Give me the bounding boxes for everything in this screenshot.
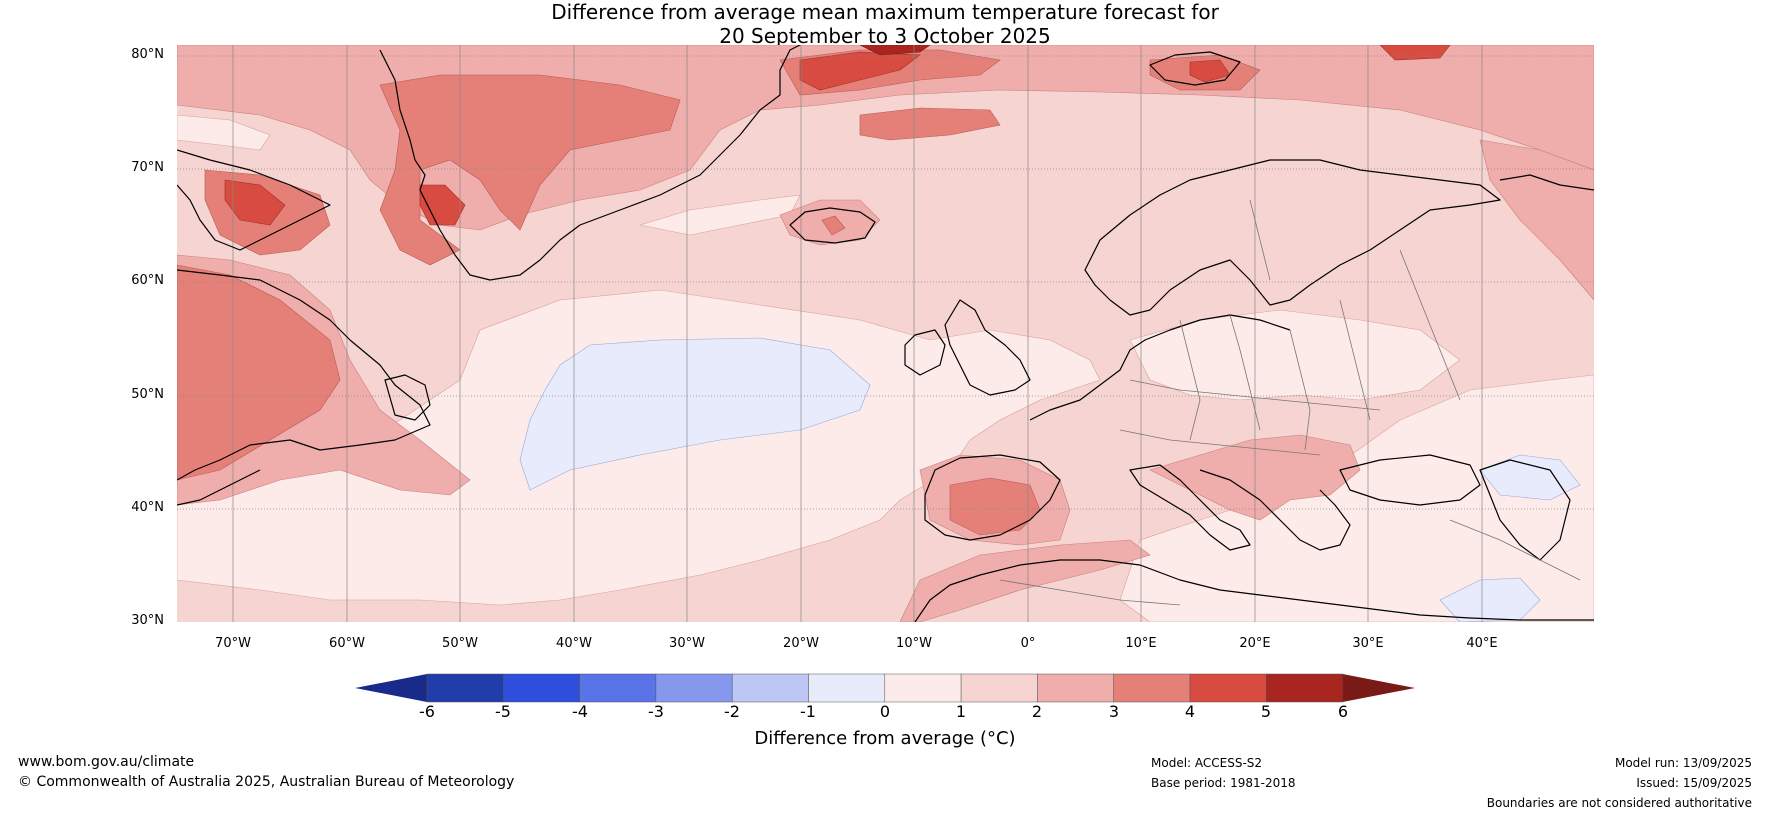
baffin-coastline: [177, 149, 331, 251]
lat-label-40n: 40°N: [131, 500, 164, 515]
lon-label-20w: 20°W: [783, 636, 819, 651]
colorbar-tick-minus6: -6: [419, 702, 435, 721]
anomaly-region-minus1-0-atlantic: [519, 337, 871, 491]
lat-label-80n: 80°N: [131, 47, 164, 62]
colorbar-cell-1: [960, 673, 1038, 703]
africa-coastline: [914, 559, 1594, 622]
iberia-coastline: [924, 454, 1061, 541]
scandinavia-coastline: [1084, 159, 1501, 316]
colorbar-tick-0: 0: [879, 702, 891, 721]
newfoundland-coastline: [384, 374, 431, 421]
nova-scotia-coastline: [177, 469, 261, 506]
labrador-coastline: [177, 269, 431, 481]
anomaly-region-2-3-russia: [1479, 139, 1594, 301]
anomaly-region-3-4-labrador: [177, 264, 341, 481]
colorbar-tick-minus5: -5: [495, 702, 511, 721]
anomaly-region-3-4-norway: [859, 107, 1001, 141]
anomaly-region-4-5-frans-josef: [1379, 45, 1451, 61]
anomaly-region-0-1-west: [177, 114, 271, 151]
greenland-coastline: [379, 45, 801, 281]
ireland-coastline: [904, 329, 946, 376]
colorbar-tick-3: 3: [1108, 702, 1120, 721]
colorbar-cell-minus6: [426, 673, 504, 703]
colorbar-tick-minus1: -1: [800, 702, 816, 721]
lat-label-30n: 30°N: [131, 613, 164, 628]
colorbar-cell-minus1: [808, 673, 886, 703]
anomaly-region-3-4-greenland: [379, 74, 681, 266]
colorbar-cell-minus2: [731, 673, 809, 703]
colorbar-tick-minus2: -2: [724, 702, 740, 721]
svalbard-coastline: [1149, 51, 1241, 86]
coastlines: [177, 45, 1594, 622]
colorbar-tick-4: 4: [1184, 702, 1196, 721]
colorbar-tick-5: 5: [1260, 702, 1272, 721]
copyright-text: © Commonwealth of Australia 2025, Austra…: [18, 774, 515, 790]
lon-label-40w: 40°W: [556, 636, 592, 651]
colorbar-tick-minus4: -4: [572, 702, 588, 721]
colorbar-under-arrow: [355, 674, 427, 702]
balkans-coastline: [1199, 469, 1351, 551]
model-text: Model: ACCESS-S2: [1151, 756, 1263, 770]
british-isles-coastline: [944, 299, 1031, 396]
colorbar-cell-minus4: [579, 673, 657, 703]
colorbar-tick-6: 6: [1337, 702, 1349, 721]
country-borders: [999, 199, 1581, 606]
lon-label-50w: 50°W: [442, 636, 478, 651]
lon-label-30e: 30°E: [1352, 636, 1384, 651]
lon-label-10e: 10°E: [1125, 636, 1157, 651]
anomaly-region-0-1-north: [639, 194, 801, 236]
lat-label-60n: 60°N: [131, 273, 164, 288]
iceland-coastline: [789, 207, 876, 244]
colorbar-cell-0: [884, 673, 962, 703]
colorbar-cell-minus3: [655, 673, 733, 703]
title-line-1: Difference from average mean maximum tem…: [551, 0, 1219, 24]
colorbar-tick-minus3: -3: [648, 702, 664, 721]
colorbar-tick-1: 1: [955, 702, 967, 721]
russia-north-coastline: [1499, 174, 1594, 191]
lon-label-0: 0°: [1020, 636, 1036, 651]
colorbar-tick-2: 2: [1031, 702, 1043, 721]
colorbar-cell-minus5: [503, 673, 580, 703]
lat-label-70n: 70°N: [131, 160, 164, 175]
europe-mainland-coastline: [1029, 314, 1291, 421]
disclaimer-text: Boundaries are not considered authoritat…: [1486, 796, 1752, 810]
anomaly-region-4-5-arctic: [799, 51, 921, 91]
anomaly-region-4-5-svalbard: [1189, 59, 1231, 83]
italy-coastline: [1129, 464, 1251, 551]
anomaly-region-4-5-baffin: [224, 179, 286, 226]
colorbar-cell-3: [1113, 673, 1191, 703]
anomaly-region-minus1-0-caspian: [1479, 454, 1581, 501]
black-sea-coastline: [1339, 454, 1481, 506]
anomaly-region-4-5-greenland: [419, 184, 466, 226]
colorbar-cell-5: [1266, 673, 1343, 703]
caspian-coastline: [1479, 459, 1571, 561]
colorbar-label: Difference from average (°C): [754, 728, 1016, 749]
lon-label-30w: 30°W: [669, 636, 705, 651]
colorbar-over-arrow: [1342, 674, 1415, 702]
website-link[interactable]: www.bom.gov.au/climate: [18, 754, 195, 770]
title-line-2: 20 September to 3 October 2025: [719, 24, 1051, 48]
base-period-text: Base period: 1981-2018: [1151, 776, 1296, 790]
graticule: [177, 45, 1594, 622]
lon-label-40e: 40°E: [1466, 636, 1498, 651]
anomaly-region-minus1-0-mideast: [1439, 577, 1541, 622]
anomaly-region-3-4-iceland: [821, 215, 846, 236]
lon-label-10w: 10°W: [896, 636, 932, 651]
lon-label-20e: 20°E: [1239, 636, 1271, 651]
issued-text: Issued: 15/09/2025: [1636, 776, 1752, 790]
lat-label-50n: 50°N: [131, 387, 164, 402]
map-title: Difference from average mean maximum tem…: [0, 0, 1770, 48]
lon-label-70w: 70°W: [215, 636, 251, 651]
anomaly-region-0-1-europe: [1129, 309, 1461, 401]
colorbar-cell-4: [1189, 673, 1267, 703]
anomaly-region-5-6-arctic: [859, 45, 931, 56]
colorbar-cell-2: [1037, 673, 1114, 703]
model-run-text: Model run: 13/09/2025: [1614, 756, 1752, 770]
lon-label-60w: 60°W: [329, 636, 365, 651]
